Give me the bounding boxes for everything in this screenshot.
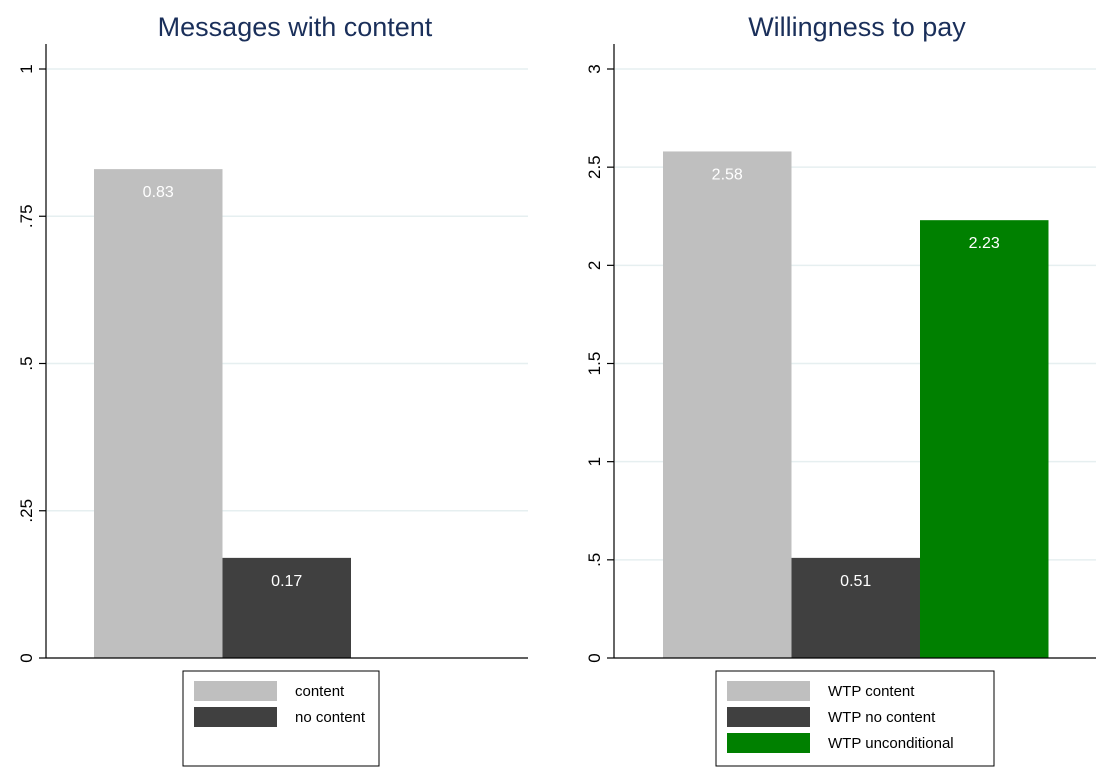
- chart-panel-1: Willingness to pay2.580.512.230.511.522.…: [585, 12, 1096, 767]
- y-tick-label: 1: [17, 64, 36, 73]
- legend-label: WTP content: [828, 683, 915, 700]
- legend: WTP content WTP no content WTP uncondition…: [715, 670, 995, 767]
- bar-wtp-content: [663, 151, 792, 658]
- bar-value-label: 0.83: [143, 184, 174, 201]
- legend-label: WTP no content: [828, 709, 936, 726]
- y-tick-label: .25: [17, 499, 36, 523]
- y-tick-label: 3: [585, 64, 604, 73]
- legend-swatch: [727, 733, 810, 753]
- legend-label: content: [295, 683, 345, 700]
- legend-swatch: [727, 707, 810, 727]
- legend-label: no content: [295, 709, 366, 726]
- legend-swatch: [194, 707, 277, 727]
- y-tick-label: .5: [585, 553, 604, 567]
- bar-value-label: 2.58: [712, 166, 743, 183]
- y-tick-label: 1: [585, 457, 604, 466]
- y-tick-label: 1.5: [585, 352, 604, 376]
- chart-title: Messages with content: [158, 12, 433, 42]
- y-tick-label: 0: [585, 653, 604, 662]
- chart-panel-0: Messages with content 0.83 0.17 0 .25 .5 .75 1 c…: [17, 12, 528, 767]
- legend-swatch: [727, 681, 810, 701]
- bar-wtp-no-content: [791, 557, 920, 658]
- y-tick-label: 0: [17, 653, 36, 662]
- legend: content no content: [182, 670, 380, 767]
- y-tick-label: .5: [17, 356, 36, 370]
- bar-wtp-unconditional: [920, 220, 1049, 658]
- bar-value-label: 0.17: [271, 573, 302, 590]
- bar-value-label: 0.51: [840, 573, 871, 590]
- bar-no-content: [222, 557, 351, 658]
- bar-value-label: 2.23: [969, 235, 1000, 252]
- chart-title: Willingness to pay: [748, 12, 966, 42]
- legend-swatch: [194, 681, 277, 701]
- y-tick-label: 2.5: [585, 155, 604, 179]
- legend-label: WTP unconditional: [828, 735, 954, 752]
- y-tick-label: 2: [585, 261, 604, 270]
- bar-content: [94, 169, 223, 658]
- y-tick-label: .75: [17, 204, 36, 228]
